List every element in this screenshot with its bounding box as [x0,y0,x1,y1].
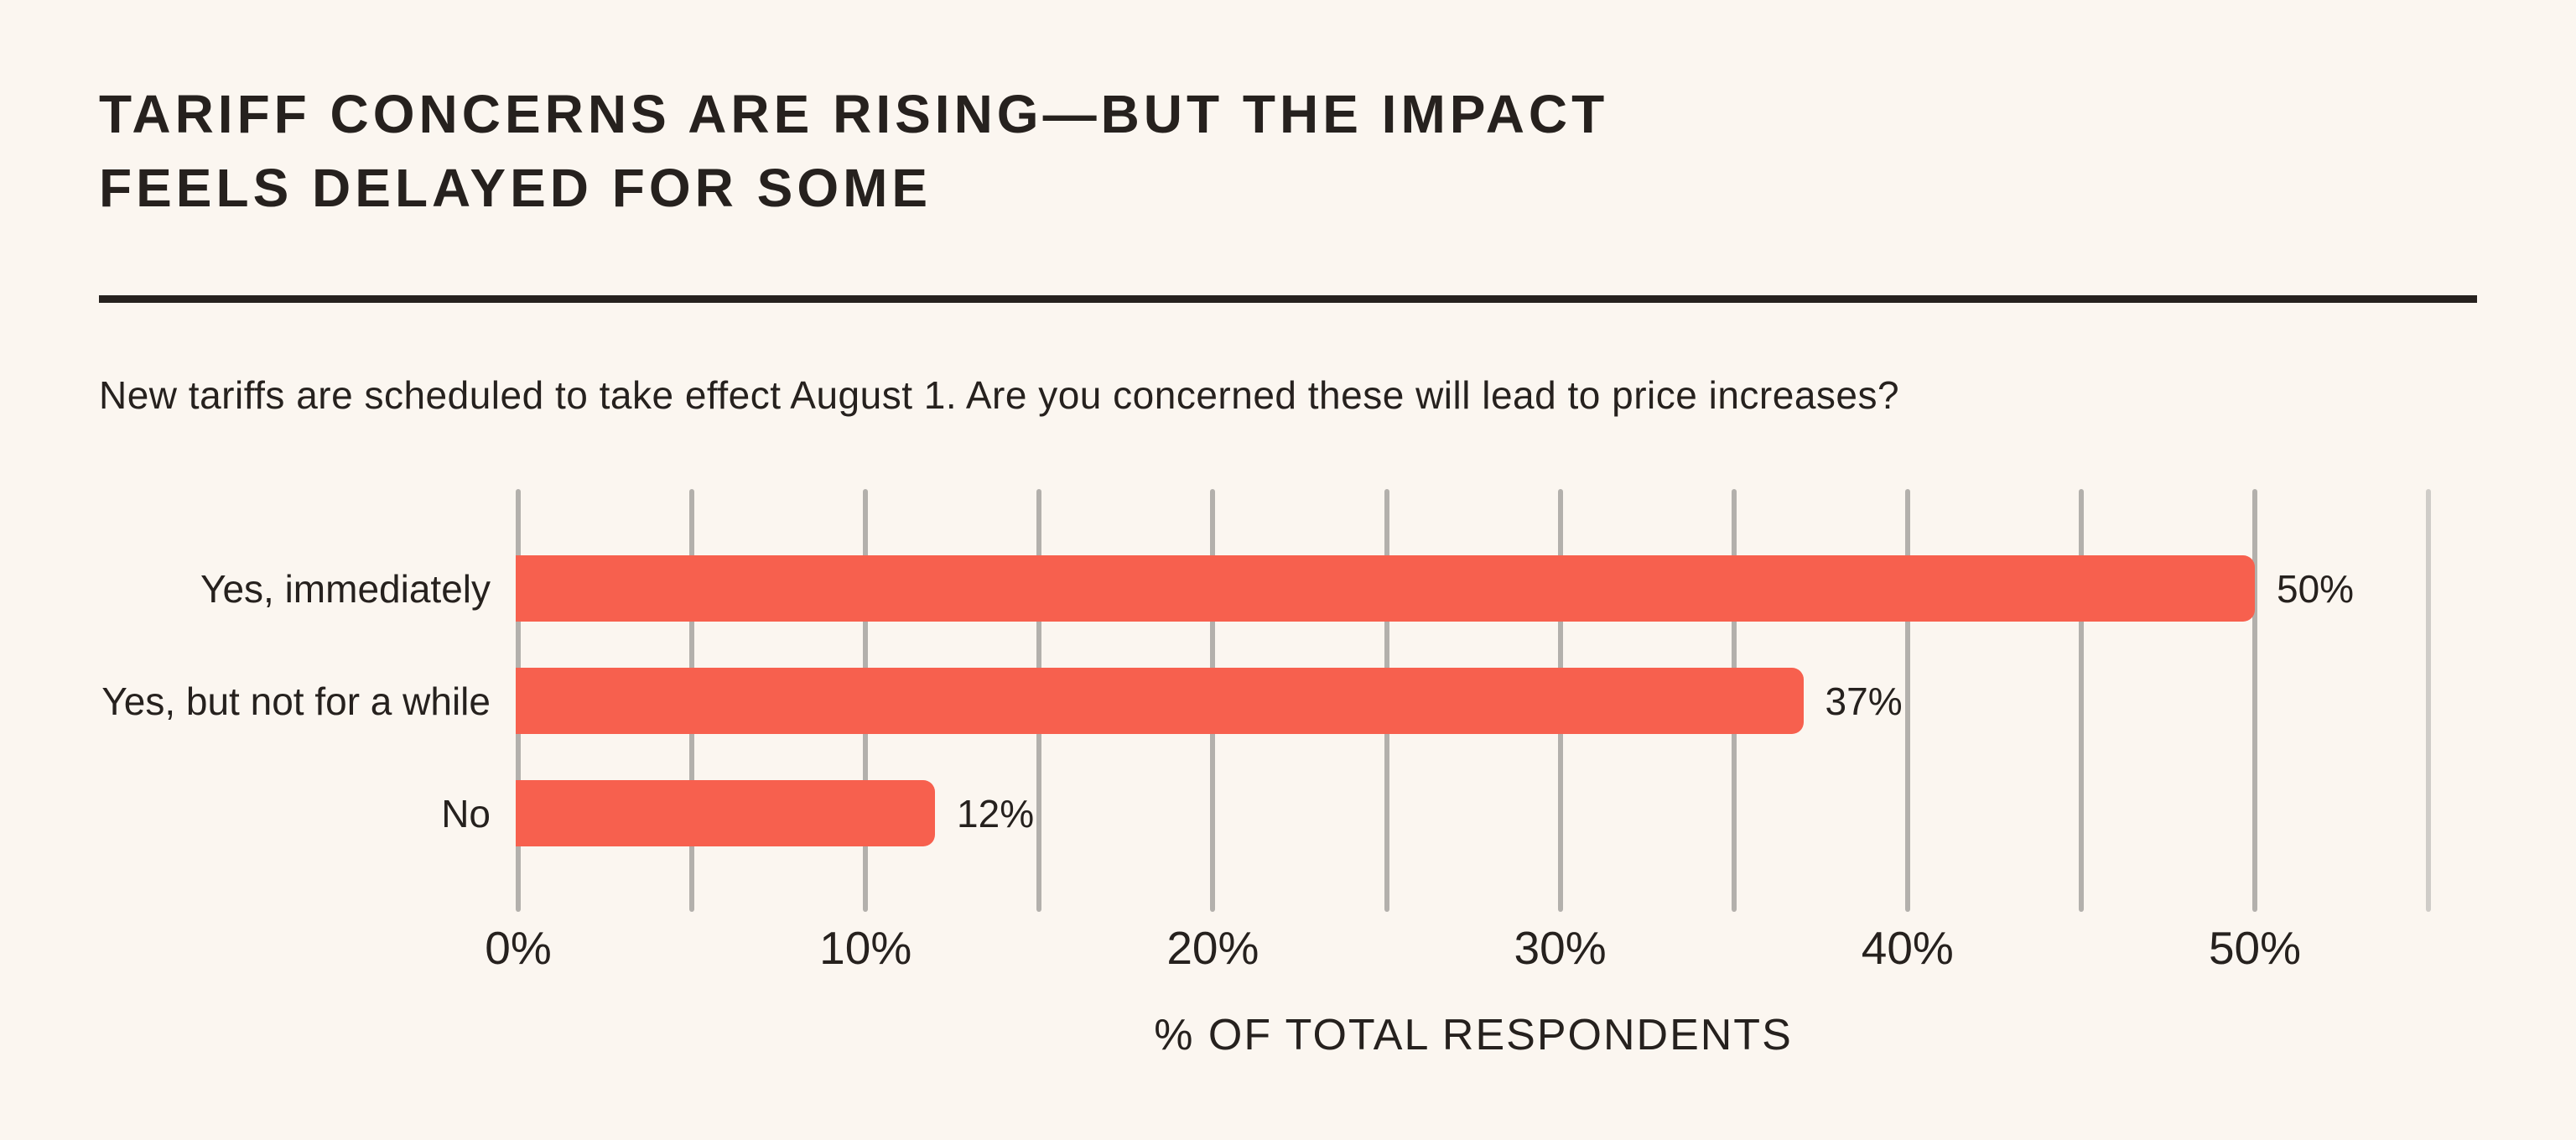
bar [516,780,936,846]
gridline [1904,489,1910,912]
title-divider [99,295,2477,303]
survey-question: New tariffs are scheduled to take effect… [99,373,1900,417]
x-tick-label: 20% [1166,922,1259,974]
category-label: Yes, but not for a while [101,679,491,723]
category-label: Yes, immediately [200,566,491,611]
x-tick-label: 0% [485,922,552,974]
page-title: TARIFF CONCERNS ARE RISING—BUT THE IMPAC… [99,84,1609,218]
bar [516,555,2255,622]
x-axis-title: % OF TOTAL RESPONDENTS [1154,1011,1793,1059]
x-tick-label: 10% [819,922,912,974]
gridline [2078,489,2084,912]
value-label: 12% [957,791,1035,835]
x-tick-label: 30% [1514,922,1607,974]
x-tick-label: 50% [2208,922,2302,974]
value-label: 50% [2277,566,2355,611]
gridline [2426,489,2432,912]
category-label: No [441,791,491,835]
x-tick-label: 40% [1861,922,1954,974]
gridline [2252,489,2257,912]
value-label: 37% [1825,679,1903,723]
bar [516,668,1804,734]
